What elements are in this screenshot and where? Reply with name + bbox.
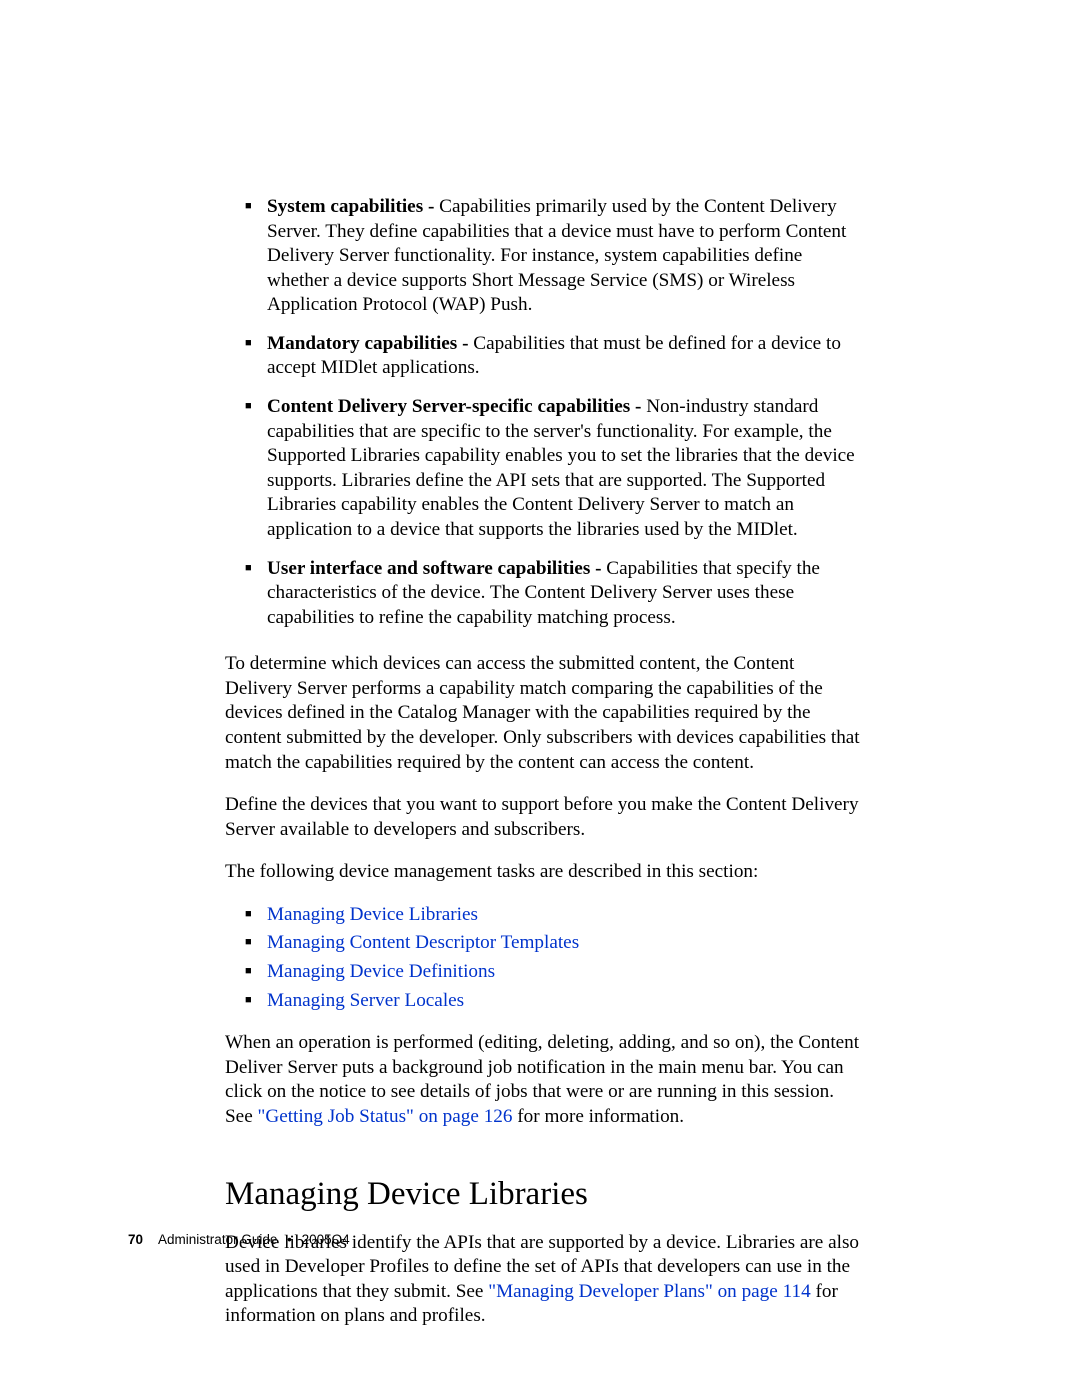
document-page: System capabilities - Capabilities prima… (0, 0, 1080, 1397)
footer-date: 2005Q4 (302, 1232, 350, 1247)
list-item: Managing Device Definitions (245, 960, 860, 985)
link-managing-server-locales[interactable]: Managing Server Locales (267, 990, 464, 1011)
link-managing-device-definitions[interactable]: Managing Device Definitions (267, 961, 495, 982)
footer-title: Administrator Guide (158, 1232, 277, 1247)
bullet-mandatory-capabilities: Mandatory capabilities - Capabilities th… (245, 332, 860, 381)
list-item: Managing Content Descriptor Templates (245, 931, 860, 956)
paragraph-background-job: When an operation is performed (editing,… (225, 1031, 860, 1129)
bullet-label: Mandatory capabilities - (267, 333, 473, 354)
link-getting-job-status[interactable]: "Getting Job Status" on page 126 (258, 1106, 513, 1127)
link-managing-device-libraries[interactable]: Managing Device Libraries (267, 904, 478, 925)
link-managing-developer-plans[interactable]: "Managing Developer Plans" on page 114 (488, 1281, 810, 1302)
bullet-label: System capabilities - (267, 196, 439, 217)
list-item: Managing Device Libraries (245, 903, 860, 928)
bullet-text: Non-industry standard capabilities that … (267, 396, 855, 540)
paragraph-define-devices: Define the devices that you want to supp… (225, 793, 860, 842)
bullet-cds-specific-capabilities: Content Delivery Server-specific capabil… (245, 395, 860, 542)
page-number: 70 (128, 1232, 143, 1247)
paragraph-tasks-intro: The following device management tasks ar… (225, 860, 860, 885)
bullet-ui-software-capabilities: User interface and software capabilities… (245, 557, 860, 631)
paragraph-capability-match: To determine which devices can access th… (225, 652, 860, 775)
task-link-list: Managing Device Libraries Managing Conte… (225, 903, 860, 1013)
section-heading: Managing Device Libraries (225, 1176, 860, 1213)
page-footer: 70 Administrator Guide • 2005Q4 (128, 1232, 350, 1247)
footer-separator: • (287, 1232, 292, 1247)
bullet-system-capabilities: System capabilities - Capabilities prima… (245, 195, 860, 318)
paragraph-text: for more information. (512, 1106, 684, 1127)
bullet-label: User interface and software capabilities… (267, 558, 606, 579)
list-item: Managing Server Locales (245, 989, 860, 1014)
bullet-label: Content Delivery Server-specific capabil… (267, 396, 646, 417)
link-managing-content-descriptor-templates[interactable]: Managing Content Descriptor Templates (267, 932, 579, 953)
capability-bullets: System capabilities - Capabilities prima… (225, 195, 860, 630)
